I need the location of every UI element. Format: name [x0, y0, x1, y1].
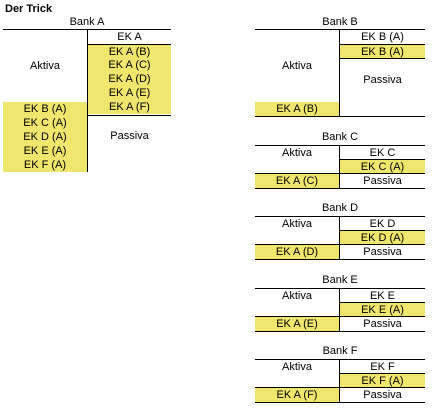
bank-b-title: Bank B — [322, 16, 358, 28]
bank-b-header: EK B (A) — [361, 31, 404, 43]
bank-b-bottom-rule — [255, 116, 425, 117]
bank-a-left-item: EK F (A) — [3, 158, 87, 172]
bank-b-passiva-rule — [340, 58, 425, 59]
bank-f-right-item: EK F (A) — [340, 373, 425, 387]
bank-c-center-rule — [339, 145, 340, 188]
bank-c-left-item: EK A (C) — [255, 174, 339, 188]
bank-b-right-item: EK B (A) — [340, 44, 425, 58]
bank-b-center-rule — [339, 29, 340, 116]
bank-a-right-item: EK A (D) — [88, 72, 171, 86]
bank-d-title: Bank D — [321, 202, 359, 214]
bank-f-top-rule — [255, 359, 425, 360]
bank-d-middle-rule — [255, 244, 425, 245]
bank-f-middle-rule — [255, 387, 425, 388]
bank-a-title: Bank A — [69, 16, 105, 28]
bank-f-aktiva-label: Aktiva — [282, 361, 312, 373]
bank-d-bottom-rule — [255, 259, 425, 260]
bank-a-right-item: EK A (E) — [88, 86, 171, 100]
bank-a-header: EK A — [117, 31, 142, 43]
bank-d-passiva-label: Passiva — [363, 246, 402, 258]
bank-e-diagram: Bank E Aktiva EK E EK E (A) EK A (E) Pas… — [255, 274, 425, 332]
bank-a-aktiva-label: Aktiva — [30, 60, 60, 72]
bank-c-title: Bank C — [321, 131, 359, 143]
bank-d-right-item: EK D (A) — [340, 230, 425, 244]
bank-f-header: EK F — [370, 361, 395, 373]
bank-a-right-item: EK A (C) — [88, 58, 171, 72]
bank-a-left-item: EK C (A) — [3, 116, 87, 130]
bank-c-passiva-label: Passiva — [363, 175, 402, 187]
bank-e-passiva-label: Passiva — [363, 318, 402, 330]
bank-f-center-rule — [339, 359, 340, 402]
bank-e-right-item: EK E (A) — [340, 302, 425, 316]
bank-c-bottom-rule — [255, 188, 425, 189]
bank-a-middle-rule — [3, 115, 171, 116]
bank-a-passiva-label: Passiva — [110, 130, 149, 142]
bank-e-title: Bank E — [322, 274, 358, 286]
bank-f-left-item: EK A (F) — [255, 388, 339, 402]
bank-e-top-rule — [255, 288, 425, 289]
bank-b-aktiva-label: Aktiva — [282, 60, 312, 72]
bank-c-header: EK C — [369, 147, 396, 159]
bank-e-header: EK E — [369, 290, 396, 302]
bank-d-top-rule — [255, 216, 425, 217]
bank-d-left-item: EK A (D) — [255, 245, 339, 259]
bank-f-bottom-rule — [255, 402, 425, 403]
bank-e-left-item: EK A (E) — [255, 317, 339, 331]
bank-d-center-rule — [339, 216, 340, 259]
bank-f-passiva-label: Passiva — [363, 389, 402, 401]
bank-b-passiva-label: Passiva — [363, 74, 402, 86]
bank-d-aktiva-label: Aktiva — [282, 218, 312, 230]
bank-d-header: EK D — [369, 218, 396, 230]
bank-a-left-item: EK E (A) — [3, 144, 87, 158]
bank-a-center-rule — [87, 29, 88, 172]
bank-a-left-item: EK D (A) — [3, 130, 87, 144]
bank-b-left-item: EK A (B) — [255, 102, 339, 116]
bank-f-diagram: Bank F Aktiva EK F EK F (A) EK A (F) Pas… — [255, 345, 425, 403]
bank-a-right-item: EK A (B) — [88, 44, 171, 58]
bank-c-right-item: EK C (A) — [340, 159, 425, 173]
bank-a-right-item: EK A (F) — [88, 100, 171, 114]
bank-c-diagram: Bank C Aktiva EK C EK C (A) EK A (C) Pas… — [255, 131, 425, 189]
bank-f-title: Bank F — [322, 345, 358, 357]
bank-c-aktiva-label: Aktiva — [282, 147, 312, 159]
bank-c-middle-rule — [255, 173, 425, 174]
bank-c-top-rule — [255, 145, 425, 146]
bank-e-aktiva-label: Aktiva — [282, 290, 312, 302]
bank-d-diagram: Bank D Aktiva EK D EK D (A) EK A (D) Pas… — [255, 202, 425, 260]
bank-a-left-item: EK B (A) — [3, 102, 87, 116]
bank-e-bottom-rule — [255, 331, 425, 332]
bank-b-top-rule — [255, 29, 425, 30]
bank-e-center-rule — [339, 288, 340, 331]
page-title: Der Trick — [5, 3, 53, 15]
bank-e-middle-rule — [255, 316, 425, 317]
